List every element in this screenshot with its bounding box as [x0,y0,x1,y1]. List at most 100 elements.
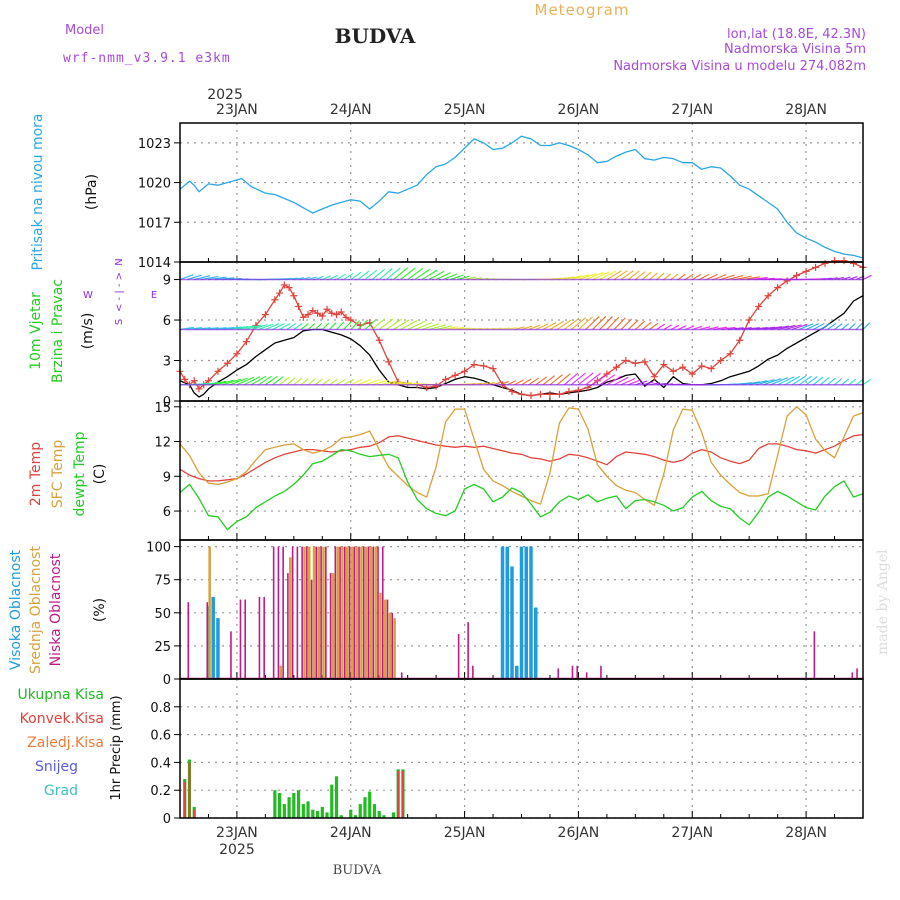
credit-label: made by Angel [875,549,891,655]
wind-arrow [791,375,807,386]
bar-niska-oblacnost [386,599,389,679]
wind-arrow [620,270,634,280]
wind-arrow [229,377,248,386]
wind-arrow [627,319,639,330]
wind-title-line1: 10m Vjetar [28,292,44,370]
bar-ukupna-kisa [353,815,358,818]
bar-srednja-oblacnost [331,573,335,679]
wind-arrow [592,271,610,281]
panel-temperature: 6 9 12 15 [154,400,864,541]
wind-arrow [357,379,371,386]
wind-arrow [336,378,346,386]
wind-arrow [684,273,694,281]
gust-marker [688,370,696,378]
gust-marker [802,267,810,275]
bar-srednja-oblacnost [312,546,316,679]
wind-arrow [258,323,274,330]
wind-arrow [613,317,626,330]
bar-niska-oblacnost [813,631,816,679]
gust-marker [385,358,393,366]
gust-marker [783,277,791,285]
wind-arrow [293,323,303,330]
bar-niska-oblacnost [320,546,322,679]
gust-marker [650,373,658,381]
wind-arrow [556,373,571,386]
panel-frame [179,261,864,402]
bar-niska-oblacnost [339,546,341,679]
bar-ukupna-kisa [358,804,362,818]
wind-arrow [634,271,646,280]
pressure-title: Pritisak na nivou mora [30,113,46,270]
precip-legend-3: Snijeg [35,759,78,775]
bar-konvek-kisa [183,781,186,818]
wind-arrow [350,378,363,386]
wind-arrow [606,375,622,386]
panel-frame [179,678,864,819]
bar-ukupna-kisa [377,811,381,818]
gust-marker [698,362,706,370]
wind-arrow [279,376,290,386]
gust-marker [755,303,763,311]
bar-konvek-kisa [193,809,196,818]
wind-arrow [827,323,837,330]
bar-srednja-oblacnost [364,546,368,679]
pressure-unit: (hPa) [84,174,100,210]
wind-arrow [570,317,587,330]
wind-arrow [599,316,613,330]
bar-ukupna-kisa [334,776,339,818]
bar-ukupna-kisa [282,804,286,818]
wind-arrow [770,377,789,386]
wind-arrow [378,267,393,280]
wind-arrow [777,376,795,386]
bar-visoka-oblacnost [524,546,528,679]
bar-niska-oblacnost [457,633,460,679]
wind-arrow [841,323,850,330]
wind-arrow [535,323,549,330]
wind-arrow [563,372,579,386]
cloud-title-high: Visoka Oblacnost [8,549,24,670]
wind-arrow [314,322,323,330]
bar-srednja-oblacnost [393,618,396,679]
wind-arrow [756,379,775,386]
wind-arrow [628,379,642,386]
wind-arrow [243,376,261,386]
top-date-label: 28JAN [785,102,827,118]
bar-niska-oblacnost [306,546,308,679]
gust-marker [242,338,250,346]
bar-niska-oblacnost [856,668,858,679]
wind-arrow [862,378,872,386]
footer-location: BUDVA [333,863,382,878]
y-tick-label: 0.6 [150,729,171,744]
wind-arrow [663,324,672,330]
bar-niska-oblacnost [310,579,313,679]
wind-arrow [720,274,735,281]
gust-marker [271,296,279,304]
y-tick-label: 9 [163,274,171,289]
wind-arrow [848,378,857,386]
wind-arrow [179,274,194,281]
wind-arrow [393,319,410,330]
wind-arrow [314,378,323,386]
wind-arrow [855,378,864,386]
elevation-label: Nadmorska Visina 5m [724,42,866,57]
wind-arrow [642,271,652,280]
bar-niska-oblacnost [851,672,854,679]
cloud-title-low: Niska Oblacnost [48,553,64,666]
wind-arrow [578,273,597,281]
wind-arrow [250,324,268,331]
bar-niska-oblacnost [585,672,588,679]
wind-arrow [812,322,825,330]
gust-marker [375,336,383,344]
bar-ukupna-kisa [339,815,343,818]
bar-niska-oblacnost [557,668,560,679]
bar-niska-oblacnost [358,546,360,679]
wind-arrow [592,373,609,386]
wind-arrow [386,318,402,330]
bar-niska-oblacnost [263,596,265,679]
bottom-date-label: 27JAN [671,825,713,841]
gust-marker [432,382,440,390]
wind-arrow [257,375,272,386]
wind-arrow [706,273,718,281]
wind-arrow [627,270,640,280]
gust-marker [707,365,715,373]
